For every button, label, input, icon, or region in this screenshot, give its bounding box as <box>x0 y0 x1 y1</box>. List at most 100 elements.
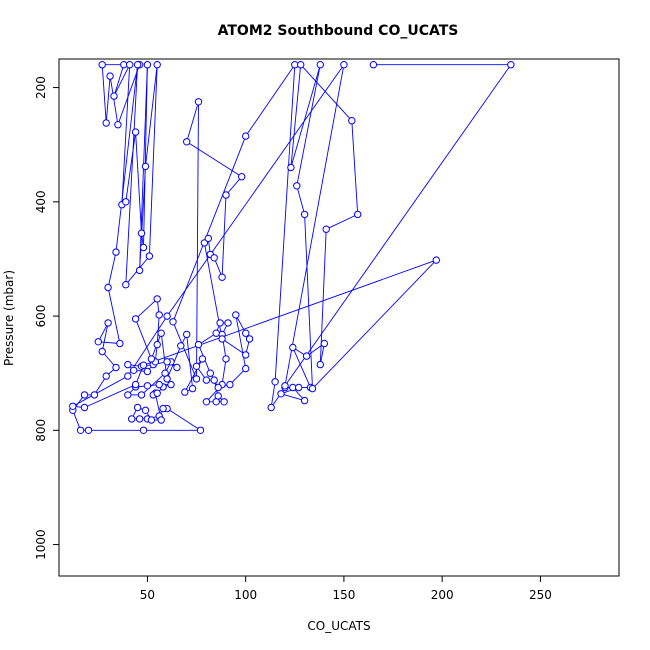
data-point <box>322 225 330 233</box>
data-point <box>116 339 124 348</box>
data-point <box>242 329 250 337</box>
series-line-segment <box>245 64 296 137</box>
data-point <box>104 319 112 327</box>
data-point <box>153 340 161 349</box>
data-point <box>183 330 191 339</box>
data-point <box>216 319 224 327</box>
series-line-segment <box>113 64 131 97</box>
data-point <box>224 319 232 327</box>
data-point <box>122 198 130 206</box>
data-point <box>112 363 120 372</box>
data-point <box>287 163 295 172</box>
data-point <box>320 339 328 348</box>
data-point <box>192 375 201 383</box>
data-point <box>267 403 275 412</box>
data-point <box>271 378 279 386</box>
data-point <box>131 315 140 323</box>
data-point <box>80 391 89 399</box>
data-point <box>133 60 142 69</box>
data-point <box>212 398 220 406</box>
data-point <box>316 360 324 369</box>
data-point <box>90 391 99 399</box>
x-tick-label: 100 <box>234 588 257 602</box>
x-axis-label: CO_UCATS <box>307 619 370 633</box>
data-point <box>289 343 297 352</box>
data-point <box>98 347 106 356</box>
data-point <box>104 283 112 292</box>
data-point <box>102 372 110 380</box>
data-point <box>155 311 163 319</box>
data-point <box>192 362 201 370</box>
data-point <box>173 363 181 372</box>
data-point <box>135 266 144 275</box>
data-point <box>507 60 515 69</box>
data-point <box>133 403 142 412</box>
data-point <box>130 366 138 374</box>
y-tick-label: 800 <box>34 419 48 442</box>
series-line-segment <box>145 64 158 167</box>
series-line-segment <box>143 64 148 248</box>
data-point <box>141 406 150 414</box>
series-line-segment <box>117 64 141 125</box>
data-point <box>139 426 148 434</box>
data-point <box>242 132 250 140</box>
series-line-segment <box>296 185 306 215</box>
data-point <box>183 138 191 146</box>
series-line-segment <box>304 214 313 389</box>
data-point <box>98 60 106 69</box>
data-point <box>163 312 171 320</box>
data-point <box>124 372 132 380</box>
x-tick-label: 150 <box>332 588 355 602</box>
data-point <box>245 335 254 343</box>
data-point <box>143 367 152 376</box>
data-point <box>139 243 148 252</box>
series-line-segment <box>274 64 296 382</box>
data-point <box>369 60 378 69</box>
data-point <box>340 60 348 69</box>
data-point <box>163 375 171 383</box>
data-point <box>143 60 152 69</box>
data-point <box>200 239 209 247</box>
series-line-segment <box>351 120 359 215</box>
data-point <box>300 210 309 219</box>
data-point <box>114 121 122 129</box>
data-point <box>281 382 289 390</box>
data-point <box>131 128 140 136</box>
series-line-segment <box>101 322 109 352</box>
series-line-segment <box>326 213 358 230</box>
data-point <box>226 380 234 389</box>
series-line-segment <box>166 64 345 317</box>
data-point <box>159 404 167 413</box>
data-point <box>143 382 152 390</box>
data-point <box>69 402 77 410</box>
data-point <box>169 318 177 326</box>
series-line-segment <box>166 408 201 431</box>
y-tick-label: 1000 <box>34 529 48 560</box>
series-line-segment <box>101 64 107 124</box>
data-point <box>126 60 134 69</box>
data-point <box>155 380 163 389</box>
series-line-segment <box>221 358 227 385</box>
data-point <box>218 335 226 343</box>
data-point <box>210 254 218 262</box>
x-axis: 50 100 150 200 250 <box>140 576 552 602</box>
series-line-segment <box>229 368 247 385</box>
series-line-segment <box>127 315 168 377</box>
series-line-segment <box>284 64 512 387</box>
series-line-segment <box>72 375 129 407</box>
series-line-segment <box>172 135 247 322</box>
series-line-segment <box>225 176 243 196</box>
data-point <box>210 376 218 384</box>
series-line-segment <box>107 252 117 288</box>
series-line-segment <box>312 259 437 389</box>
series-line-segment <box>143 259 437 366</box>
data-point <box>214 383 222 392</box>
data-point <box>163 358 171 366</box>
series-line-segment <box>115 64 139 253</box>
data-point <box>212 329 220 337</box>
data-point <box>167 380 175 389</box>
data-point <box>222 355 230 363</box>
data-point <box>80 403 89 412</box>
y-tick-label: 600 <box>34 305 48 328</box>
